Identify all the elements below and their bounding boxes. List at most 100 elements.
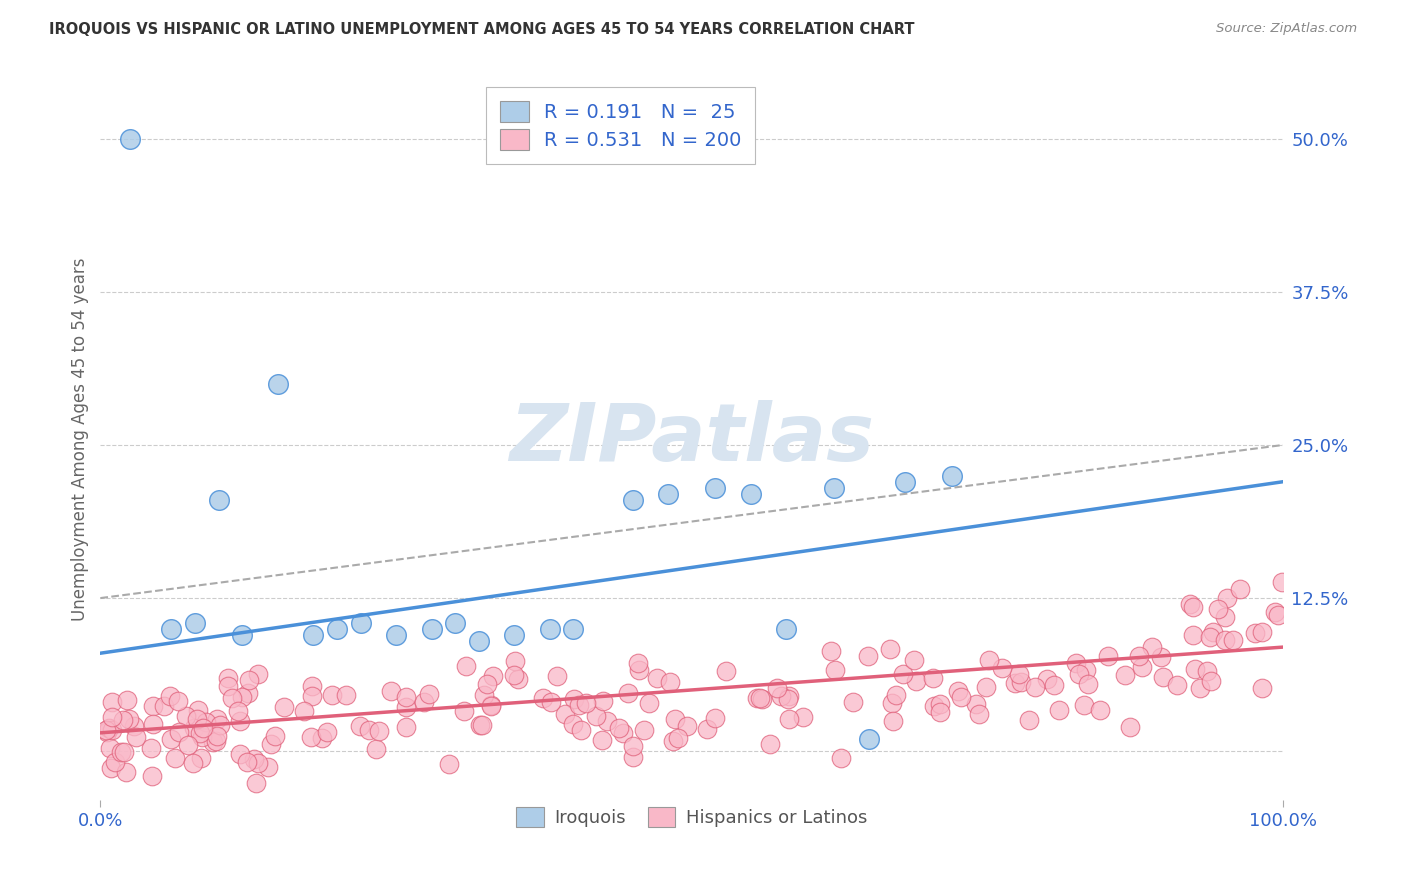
Point: [169, 725, 191, 739]
Point: [503, 628, 526, 642]
Point: [112, 745, 135, 759]
Point: [364, 742, 387, 756]
Point: [229, 714, 252, 729]
Point: [880, 696, 903, 710]
Point: [664, 712, 686, 726]
Point: [627, 656, 650, 670]
Point: [645, 671, 668, 685]
Point: [184, 615, 207, 630]
Point: [454, 659, 477, 673]
Point: [858, 731, 880, 746]
Point: [1004, 675, 1026, 690]
Point: [217, 671, 239, 685]
Point: [703, 711, 725, 725]
Point: [437, 757, 460, 772]
Point: [775, 622, 797, 636]
Point: [1119, 720, 1142, 734]
Point: [188, 726, 211, 740]
Point: [621, 493, 644, 508]
Point: [380, 684, 402, 698]
Text: ZIPatlas: ZIPatlas: [509, 400, 875, 478]
Point: [207, 729, 229, 743]
Point: [823, 481, 845, 495]
Point: [666, 731, 689, 745]
Point: [174, 709, 197, 723]
Point: [191, 721, 214, 735]
Point: [1073, 698, 1095, 713]
Point: [1024, 680, 1046, 694]
Point: [110, 745, 132, 759]
Point: [1250, 681, 1272, 695]
Point: [186, 712, 208, 726]
Point: [502, 668, 524, 682]
Point: [882, 714, 904, 728]
Point: [824, 663, 846, 677]
Point: [929, 697, 952, 711]
Point: [929, 705, 952, 719]
Point: [246, 666, 269, 681]
Point: [124, 730, 146, 744]
Point: [420, 622, 443, 636]
Point: [538, 622, 561, 636]
Point: [751, 692, 773, 706]
Point: [778, 712, 800, 726]
Point: [468, 634, 491, 648]
Point: [503, 654, 526, 668]
Point: [1076, 663, 1098, 677]
Point: [759, 737, 782, 751]
Point: [207, 493, 229, 508]
Point: [1066, 656, 1088, 670]
Point: [236, 755, 259, 769]
Point: [1222, 633, 1244, 648]
Point: [657, 487, 679, 501]
Point: [879, 642, 901, 657]
Point: [830, 751, 852, 765]
Point: [468, 717, 491, 731]
Point: [965, 697, 987, 711]
Point: [569, 723, 592, 738]
Point: [202, 735, 225, 749]
Point: [321, 688, 343, 702]
Point: [112, 713, 135, 727]
Point: [245, 776, 267, 790]
Point: [1018, 713, 1040, 727]
Point: [302, 628, 325, 642]
Point: [884, 688, 907, 702]
Point: [740, 487, 762, 501]
Point: [638, 696, 661, 710]
Point: [531, 691, 554, 706]
Point: [991, 661, 1014, 675]
Point: [226, 704, 249, 718]
Point: [118, 131, 141, 145]
Point: [163, 751, 186, 765]
Point: [311, 731, 333, 745]
Point: [104, 755, 127, 769]
Point: [246, 756, 269, 771]
Point: [444, 615, 467, 630]
Point: [190, 751, 212, 765]
Point: [471, 717, 494, 731]
Point: [1264, 605, 1286, 619]
Point: [1195, 665, 1218, 679]
Point: [117, 712, 139, 726]
Point: [607, 721, 630, 735]
Point: [413, 695, 436, 709]
Point: [585, 709, 607, 723]
Point: [264, 730, 287, 744]
Point: [1229, 582, 1251, 596]
Point: [748, 691, 770, 706]
Point: [142, 717, 165, 731]
Point: [98, 722, 121, 736]
Point: [621, 749, 644, 764]
Point: [1178, 597, 1201, 611]
Point: [1150, 649, 1173, 664]
Point: [472, 689, 495, 703]
Point: [1199, 673, 1222, 688]
Point: [1202, 625, 1225, 640]
Text: IROQUOIS VS HISPANIC OR LATINO UNEMPLOYMENT AMONG AGES 45 TO 54 YEARS CORRELATIO: IROQUOIS VS HISPANIC OR LATINO UNEMPLOYM…: [49, 22, 915, 37]
Point: [627, 663, 650, 677]
Point: [842, 695, 865, 709]
Point: [238, 673, 260, 687]
Point: [621, 739, 644, 753]
Point: [508, 672, 530, 686]
